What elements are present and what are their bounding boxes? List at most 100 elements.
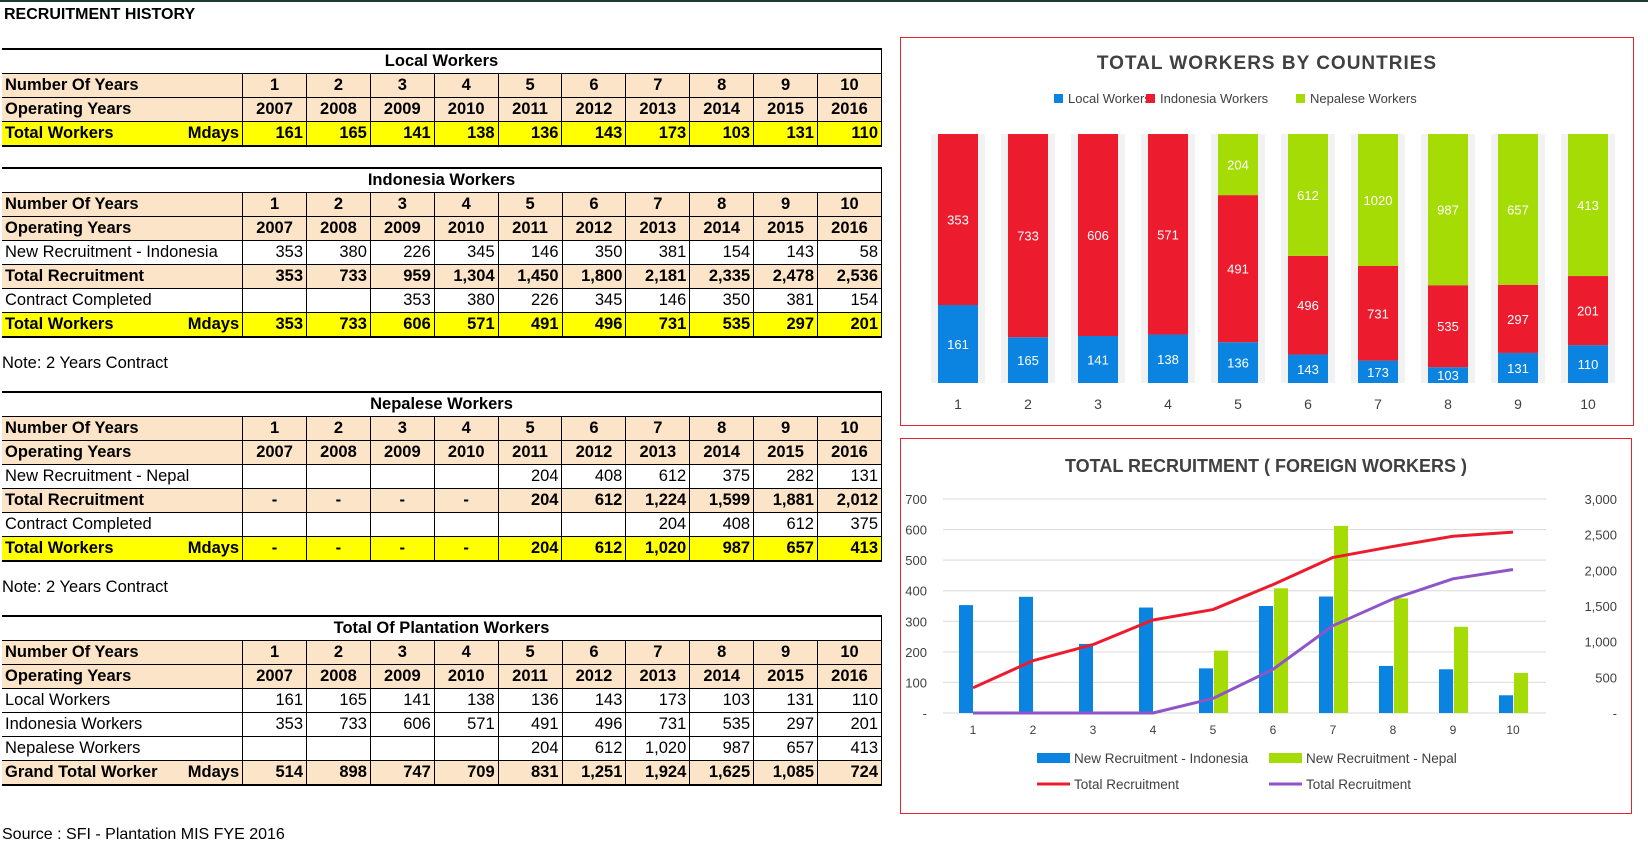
table-cell: 226 [370,240,435,265]
header-cell: 8 [689,73,755,98]
stacked-bar-segment [1148,134,1188,335]
x-tick-label: 8 [1444,396,1452,412]
table-cell: 165 [306,688,371,713]
legend-label: Local Workers [1068,91,1151,106]
table-cell: 141 [370,688,435,713]
header-cell: 2 [306,192,371,217]
header-cell: 2012 [561,97,627,122]
table-cell: 131 [817,464,883,489]
table-cell [242,512,307,537]
header-cell: 2011 [498,440,563,465]
table-cell: 733 [306,312,371,337]
local-workers-title: Local Workers [2,48,882,74]
indonesia-bar [1499,695,1513,713]
nepal-total-line [973,567,1514,715]
nepalese-workers-table: Nepalese Workers Number Of Years 1 2 3 4 5 6 7 8… [2,391,883,562]
header-cell: 2008 [306,97,371,122]
stacked-bar-segment [1428,367,1468,383]
x-tick-label: 4 [1150,723,1157,737]
table-cell: 381 [625,240,691,265]
table-cell [370,464,435,489]
table-cell [561,512,627,537]
data-label: 987 [1437,203,1459,218]
data-label: 173 [1367,365,1389,380]
stacked-bar-segment [1568,276,1608,346]
table-cell: 297 [753,312,818,337]
nepal-new-recruitment-row: New Recruitment - Nepal 204 408 612 375 282 13… [2,464,883,489]
table-cell: 413 [817,736,882,761]
nepal-bar [1394,598,1408,713]
header-cell: 3 [370,192,435,217]
number-of-years-row: Number Of Years 1 2 3 4 5 6 7 8 9 10 [2,416,883,441]
table-cell: 161 [242,121,307,146]
header-cell: 8 [689,640,755,665]
header-cell: 3 [370,416,435,441]
table-cell: 496 [562,312,627,337]
table-cell: 1,450 [498,264,563,289]
grand-total-row: Grand Total Worker Mdays 514 898 747 709 831 1,… [2,760,882,785]
table-cell: - [306,488,371,513]
data-label: 353 [947,213,969,228]
table-cell: 2,012 [817,488,883,513]
left-axis-tick: 200 [905,645,927,660]
table-cell: 143 [562,688,627,713]
indonesia-bar [1259,606,1273,713]
plantation-workers-title: Total Of Plantation Workers [2,615,882,641]
row-label: Contract Completed [2,512,244,537]
header-cell: 2013 [625,216,691,241]
top-border [0,0,1648,2]
plantation-indonesia-row: Indonesia Workers 353 733 606 571 491 496 731 53… [2,712,882,737]
right-axis-tick: - [1613,706,1617,721]
row-label: Total Recruitment [2,264,244,289]
legend-label: Indonesia Workers [1160,91,1269,106]
table-cell [434,512,499,537]
table-cell: - [434,536,499,561]
table-cell: 353 [242,240,307,265]
indonesia-total-workers-row: Total Workers Mdays 353 733 606 571 491 496 731 5… [2,312,882,337]
table-cell [306,288,371,313]
foreign-recruitment-svg: TOTAL RECRUITMENT ( FOREIGN WORKERS ) - 10… [905,456,1617,792]
header-cell: 2 [306,73,371,98]
indonesia-total-recruitment-row: Total Recruitment 353 733 959 1,304 1,450 1,80… [2,264,882,289]
header-cell: 2007 [242,664,307,689]
nepal-note: Note: 2 Years Contract [2,578,169,596]
table-cell: 201 [817,312,882,337]
header-cell: 8 [689,192,755,217]
header-cell: 2008 [306,216,371,241]
data-label: 733 [1017,229,1039,244]
x-tick-label: 9 [1450,723,1457,737]
table-cell [306,464,371,489]
table-cell: 204 [498,488,563,513]
header-cell: 2013 [625,97,691,122]
table-cell: 350 [562,240,627,265]
x-tick-label: 10 [1580,396,1596,412]
local-total-workers-row: Total Workers Mdays 161 165 141 138 136 143 173 1… [2,121,883,146]
table-cell: 1,020 [625,736,691,761]
header-cell: 9 [753,192,818,217]
header-cell: 2011 [498,664,563,689]
header-cell: 2012 [561,440,627,465]
header-cell: 5 [498,192,563,217]
data-label: 201 [1577,304,1599,319]
data-label: 1020 [1364,193,1393,208]
table-cell: 226 [498,288,563,313]
table-cell: 375 [817,512,883,537]
row-label: Contract Completed [2,288,244,313]
nepal-contract-completed-row: Contract Completed 204 408 612 375 [2,512,883,537]
x-tick-label: 3 [1090,723,1097,737]
data-label: 731 [1367,306,1389,321]
table-cell: 1,599 [689,488,755,513]
header-cell: 2009 [370,97,435,122]
header-cell: 5 [498,73,563,98]
table-cell: 987 [689,536,755,561]
indonesia-bar [1319,596,1333,713]
table-cell: 987 [689,736,755,761]
header-cell: 2 [306,416,371,441]
table-cell: 535 [689,712,755,737]
header-cell: 7 [625,416,691,441]
table-cell: 110 [817,688,882,713]
header-cell: 1 [242,192,307,217]
table-cell: 491 [498,312,563,337]
data-label: 161 [947,337,969,352]
table-cell: 131 [753,688,818,713]
